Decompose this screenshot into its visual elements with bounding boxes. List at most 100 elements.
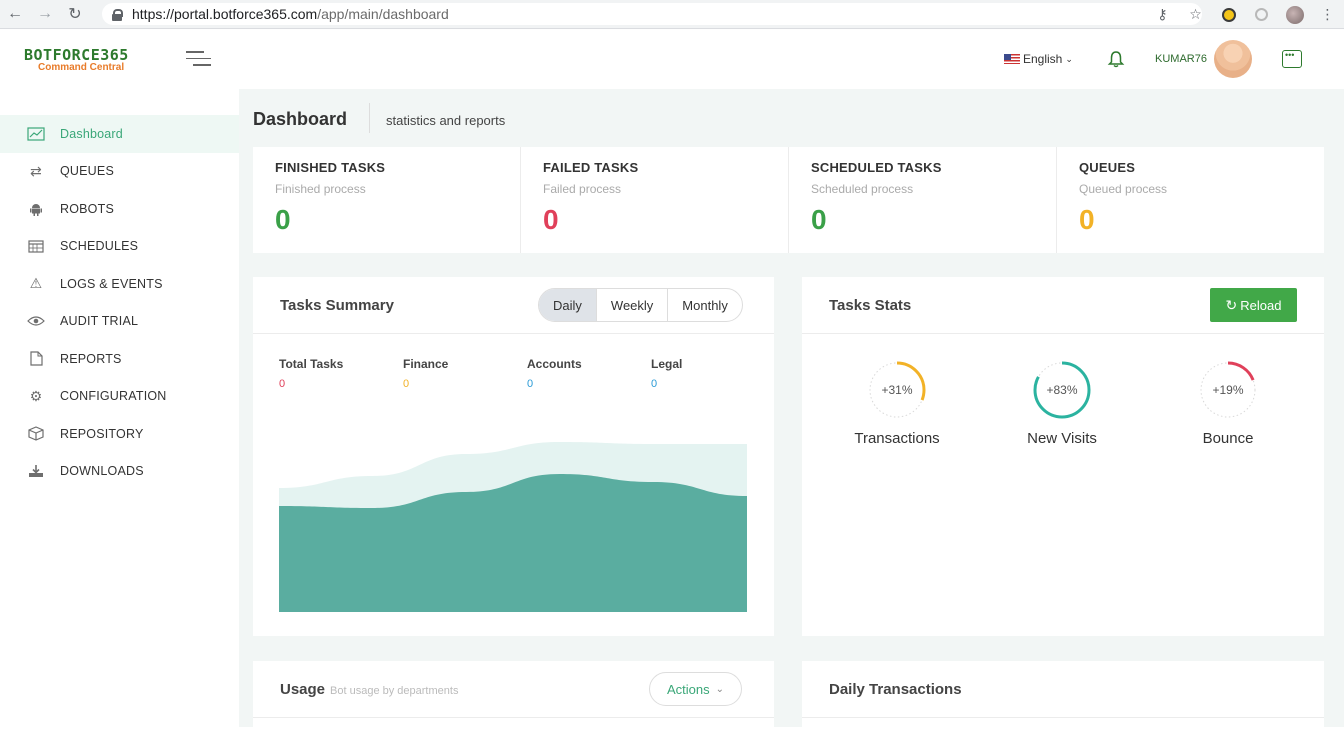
hamburger-menu-icon[interactable] (186, 51, 211, 67)
reload-label: Reload (1240, 297, 1282, 313)
gauge-label: Bounce (1202, 430, 1254, 447)
warning-icon: ⚠ (29, 275, 43, 292)
period-toggle: Daily Weekly Monthly (538, 288, 743, 322)
box-icon (27, 426, 45, 441)
username[interactable]: KUMAR76 (1155, 53, 1207, 65)
gauge-arc (868, 361, 926, 419)
page-subtitle: statistics and reports (386, 113, 506, 128)
sidebar-item-configuration[interactable]: ⚙ CONFIGURATION (0, 378, 239, 416)
tasks-summary-card: Tasks Summary Daily Weekly Monthly Total… (253, 277, 774, 636)
tab-monthly[interactable]: Monthly (667, 289, 742, 321)
reload-page-icon[interactable]: ↻ (68, 6, 82, 23)
sidebar-item-dashboard[interactable]: Dashboard (0, 115, 239, 153)
stat-subtitle: Queued process (1079, 182, 1168, 196)
sidebar-item-label: SCHEDULES (60, 239, 139, 254)
stat-value: 0 (275, 204, 291, 235)
tasks-area-chart (279, 442, 747, 612)
bell-icon[interactable] (1107, 50, 1125, 68)
us-flag-icon (1004, 54, 1020, 64)
stat-subtitle: Finished process (275, 182, 366, 196)
tab-weekly[interactable]: Weekly (595, 289, 667, 321)
gauge-arc (1199, 361, 1257, 419)
sidebar-item-label: AUDIT TRIAL (60, 314, 139, 329)
card-title: Usage Bot usage by departments (280, 681, 458, 698)
gauge-new-visits: +83% New Visits (1002, 355, 1122, 447)
legend-label: Total Tasks (279, 357, 344, 371)
star-icon[interactable]: ☆ (1189, 6, 1202, 22)
card-divider (253, 717, 774, 718)
legend-value: 0 (527, 378, 534, 390)
stats-row: FINISHED TASKS Finished process 0 FAILED… (253, 147, 1324, 253)
language-selector[interactable]: English ⌄ (1004, 52, 1073, 66)
legend-label: Finance (403, 357, 449, 371)
sidebar-item-reports[interactable]: REPORTS (0, 340, 239, 378)
sidebar-item-audit-trial[interactable]: AUDIT TRIAL (0, 303, 239, 341)
stat-subtitle: Scheduled process (811, 182, 914, 196)
menu-dots-icon[interactable]: ⋮ (1320, 6, 1335, 22)
android-icon (27, 202, 45, 216)
address-bar[interactable]: https://portal.botforce365.com/app/main/… (102, 3, 1202, 25)
gauge-label: New Visits (1027, 430, 1097, 447)
gauge-value: +83% (1046, 383, 1077, 397)
gauge-value: +31% (881, 383, 912, 397)
legend-label: Accounts (527, 357, 582, 371)
title-divider (369, 103, 370, 133)
avatar[interactable] (1214, 40, 1252, 78)
stat-value: 0 (1079, 204, 1095, 235)
language-label: English (1023, 52, 1063, 66)
reload-button[interactable]: ↻ Reload (1210, 288, 1297, 322)
gauge-ring: +83% (1033, 361, 1091, 419)
usage-title: Usage (280, 681, 326, 698)
usage-card: Usage Bot usage by departments Actions ⌄ (253, 661, 774, 731)
sidebar-item-logs-events[interactable]: ⚠ LOGS & EVENTS (0, 265, 239, 303)
logo-sub: Command Central (38, 62, 125, 73)
stat-finished-tasks: FINISHED TASKS Finished process 0 (253, 147, 521, 253)
chat-icon[interactable] (1282, 50, 1302, 68)
key-icon[interactable]: ⚷ (1157, 6, 1168, 22)
arrows-icon: ⇄ (30, 162, 42, 179)
legend-value: 0 (279, 378, 286, 390)
tasks-stats-card: Tasks Stats ↻ Reload +31% Transactions +… (802, 277, 1324, 636)
gauge-track (1200, 362, 1256, 418)
sidebar-item-downloads[interactable]: DOWNLOADS (0, 453, 239, 491)
sidebar-item-label: ROBOTS (60, 201, 114, 216)
tab-daily[interactable]: Daily (539, 289, 596, 321)
download-icon (27, 464, 45, 478)
sidebar-item-label: REPOSITORY (60, 426, 144, 441)
chevron-down-icon: ⌄ (715, 683, 725, 695)
refresh-icon: ↻ (1225, 296, 1238, 313)
legend-value: 0 (403, 378, 410, 390)
sidebar-item-repository[interactable]: REPOSITORY (0, 415, 239, 453)
gauge-ring: +31% (868, 361, 926, 419)
calendar-icon (27, 239, 45, 253)
extension-icon[interactable] (1212, 0, 1245, 29)
card-title: Tasks Stats (829, 297, 912, 314)
sidebar-item-robots[interactable]: ROBOTS (0, 190, 239, 228)
eye-icon (27, 314, 45, 328)
sidebar-item-label: CONFIGURATION (60, 389, 167, 404)
back-icon[interactable]: ← (7, 5, 23, 22)
profile-icon[interactable] (1278, 0, 1311, 29)
logo[interactable]: BOTFORCE365 Command Central (24, 46, 129, 73)
card-divider (802, 333, 1324, 334)
actions-dropdown[interactable]: Actions ⌄ (649, 672, 742, 706)
lock-icon (112, 8, 123, 21)
stat-title: QUEUES (1079, 160, 1136, 175)
app-header: BOTFORCE365 Command Central English ⌄ KU… (0, 30, 1344, 89)
gear-icon: ⚙ (29, 387, 43, 404)
sidebar-item-schedules[interactable]: SCHEDULES (0, 228, 239, 266)
forward-icon[interactable]: → (37, 5, 53, 22)
extension-icon[interactable] (1245, 0, 1278, 29)
area-series-1 (279, 474, 747, 612)
gauge-bounce: +19% Bounce (1168, 355, 1288, 447)
stat-subtitle: Failed process (543, 182, 622, 196)
browser-toolbar: ← → ↻ https://portal.botforce365.com/app… (0, 0, 1344, 29)
stat-title: FAILED TASKS (543, 160, 639, 175)
sidebar: Dashboard ⇄ QUEUES ROBOTS SCHEDULES ⚠ LO… (0, 89, 239, 727)
url-domain: https://portal.botforce365.com (132, 6, 318, 22)
sidebar-item-queues[interactable]: ⇄ QUEUES (0, 153, 239, 191)
sidebar-item-label: Dashboard (60, 126, 123, 141)
stat-queues: QUEUES Queued process 0 (1057, 147, 1324, 253)
document-icon (27, 351, 45, 366)
page-title: Dashboard (253, 109, 348, 129)
